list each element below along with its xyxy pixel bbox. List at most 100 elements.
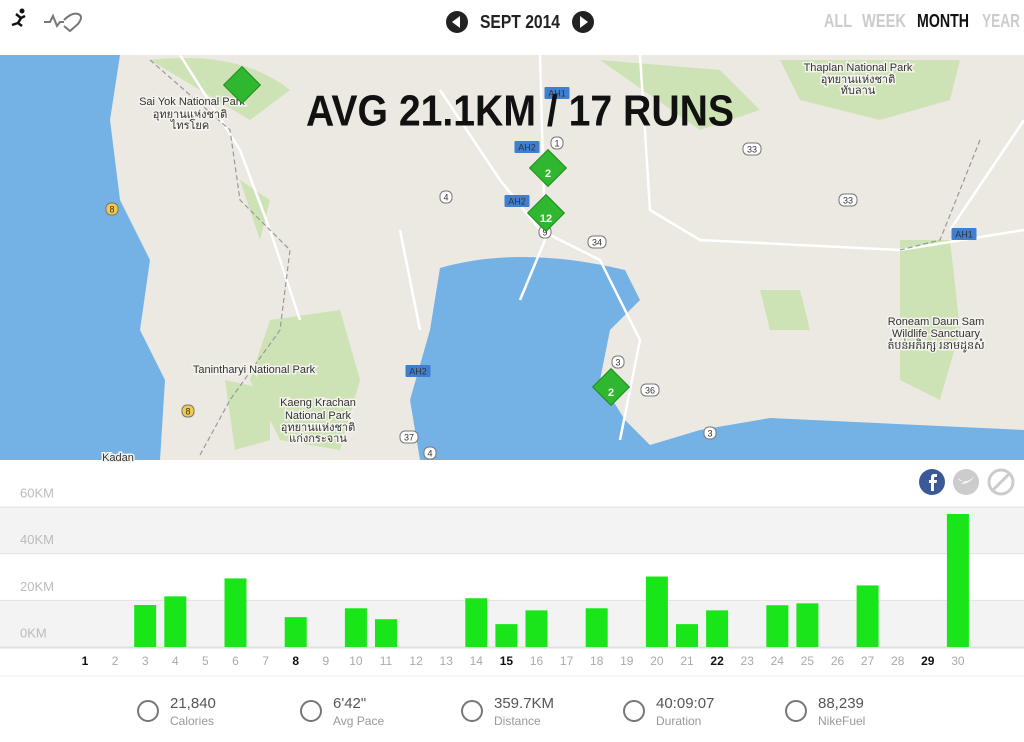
place-label: อุทยานแห่งชาติ	[153, 109, 228, 121]
x-tick-label: 28	[891, 654, 905, 668]
x-tick-label: 25	[801, 654, 815, 668]
road-label: AH1	[548, 88, 566, 98]
road-label: 3	[615, 357, 620, 367]
x-tick-label: 16	[530, 654, 544, 668]
stat-value: 359.7KM	[494, 695, 554, 712]
road-label: 34	[592, 237, 602, 247]
x-tick-label: 13	[440, 654, 454, 668]
x-tick-label: 15	[500, 654, 514, 668]
header-icons: SEPT 2014	[11, 8, 594, 33]
period-tab[interactable]: MONTH	[917, 11, 969, 31]
x-tick-label: 21	[680, 654, 694, 668]
pin-count: 2	[608, 387, 614, 399]
road-shield	[838, 193, 858, 207]
stat-icon	[623, 700, 645, 722]
road-shield	[640, 383, 660, 397]
x-tick-label: 8	[292, 654, 299, 668]
x-tick-label: 29	[921, 654, 935, 668]
bar	[525, 610, 548, 647]
bar	[134, 605, 157, 647]
stat-value: 6'42"	[333, 695, 366, 712]
place-label: อุทยานแห่งชาติ	[821, 74, 896, 86]
x-tick-label: 27	[861, 654, 875, 668]
disabled-button[interactable]	[987, 468, 1015, 496]
road-label: AH2	[409, 366, 427, 376]
road-shield	[504, 195, 530, 207]
pin-count: 2	[545, 168, 551, 180]
stat-icon	[300, 700, 322, 722]
road-label: 9	[542, 227, 547, 237]
twitter-icon	[958, 476, 974, 484]
stat-label: Avg Pace	[333, 714, 384, 728]
facebook-icon	[929, 474, 937, 491]
x-tick-label: 19	[620, 654, 634, 668]
runner-head	[19, 8, 25, 14]
runner-icon[interactable]	[11, 13, 26, 27]
place-label: อุทยานแห่งชาติ	[281, 422, 356, 434]
place-label: Roneam Daun Sam	[888, 316, 985, 328]
x-tick-label: 1	[82, 654, 89, 668]
y-tick-label: 20KM	[20, 579, 54, 594]
bar	[706, 610, 729, 647]
road-shield	[951, 228, 977, 240]
road-label: 33	[747, 144, 757, 154]
activity-icon[interactable]	[44, 12, 82, 33]
road-shield	[514, 141, 540, 153]
x-tick-label: 18	[590, 654, 604, 668]
disabled-icon	[991, 472, 1011, 492]
y-tick-label: 60KM	[20, 485, 54, 500]
x-tick-label: 14	[470, 654, 484, 668]
road-shield	[399, 430, 419, 444]
period-tab[interactable]: WEEK	[862, 11, 906, 31]
road-shield	[405, 365, 431, 377]
x-tick-label: 6	[232, 654, 239, 668]
place-label: Wildlife Sanctuary	[892, 328, 981, 340]
period-tab[interactable]: ALL	[824, 11, 852, 31]
road-label: 4	[427, 448, 432, 458]
prev-arrow	[452, 16, 460, 28]
x-tick-label: 23	[741, 654, 755, 668]
x-tick-label: 26	[831, 654, 845, 668]
bar	[224, 578, 247, 647]
x-tick-label: 4	[172, 654, 179, 668]
share-buttons	[919, 468, 1015, 496]
bar	[796, 603, 819, 647]
road-label: 37	[404, 432, 414, 442]
stat-icon	[785, 700, 807, 722]
road-shield	[181, 404, 195, 418]
stat-label: NikeFuel	[818, 714, 865, 728]
map	[0, 54, 1024, 460]
header-bar	[0, 0, 1024, 55]
place-label: តំបន់អភិរក្ស រនាមដូនសំ	[887, 338, 984, 353]
bar	[946, 514, 969, 647]
x-tick-label: 10	[349, 654, 363, 668]
bar	[645, 576, 668, 647]
place-label: ทับลาน	[841, 85, 876, 97]
x-tick-label: 12	[409, 654, 423, 668]
road-label: AH1	[955, 229, 973, 239]
x-tick-label: 3	[142, 654, 149, 668]
run-pin	[222, 65, 262, 105]
stat-label: Distance	[494, 714, 541, 728]
y-tick-label: 0KM	[20, 625, 47, 640]
road-label: AH2	[508, 196, 526, 206]
place-label: Kadan	[102, 452, 134, 464]
road-label: AH2	[518, 142, 536, 152]
grid-band	[0, 507, 1024, 554]
bar	[375, 619, 397, 647]
road-shield	[105, 202, 119, 216]
stat-icon	[461, 700, 483, 722]
bar	[856, 585, 879, 647]
road-shield	[742, 142, 762, 156]
stat-value: 40:09:07	[656, 695, 714, 712]
x-tick-label: 20	[650, 654, 664, 668]
x-tick-label: 7	[262, 654, 269, 668]
y-tick-label: 40KM	[20, 532, 54, 547]
road-shield	[550, 136, 564, 150]
road-label: 8	[185, 406, 190, 416]
period-tab[interactable]: YEAR	[982, 11, 1020, 31]
run-pin	[526, 193, 566, 233]
place-label: Thaplan National Park	[804, 62, 913, 74]
